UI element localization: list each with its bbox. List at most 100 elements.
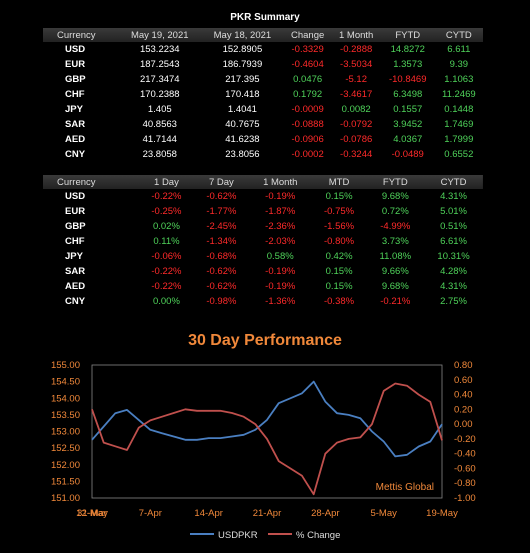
value-cell: 6.611	[447, 44, 471, 55]
currency-cell: EUR	[65, 59, 86, 70]
value-cell: 4.28%	[440, 266, 467, 277]
value-cell: 9.66%	[381, 266, 409, 277]
value-cell: -2.03%	[265, 236, 296, 247]
y-right-tick-label: 0.60	[454, 375, 473, 386]
table-row: CHF 170.2388 170.418 0.1792 -3.4617 6.3498 11.…	[43, 87, 483, 102]
currency-cell: USD	[65, 44, 86, 55]
value-cell: -0.80%	[323, 236, 355, 247]
y-left-tick-label: 153.50	[51, 410, 80, 421]
value-cell: 0.72%	[381, 206, 409, 217]
value-cell: 0.0082	[341, 104, 371, 115]
x-tick-label: 14-Apr	[194, 508, 223, 519]
value-cell: -3.5034	[340, 59, 373, 70]
value-cell: 217.3474	[139, 74, 180, 85]
value-cell: 11.08%	[379, 251, 412, 262]
value-cell: -0.19%	[265, 266, 296, 277]
value-cell: 1.4041	[227, 104, 257, 115]
value-cell: 0.00%	[152, 296, 180, 307]
value-cell: -3.4617	[340, 89, 373, 100]
value-cell: -0.22%	[151, 266, 182, 277]
y-right-tick-label: -0.80	[454, 478, 476, 489]
value-cell: 0.58%	[266, 251, 294, 262]
value-cell: -0.19%	[265, 281, 296, 292]
value-cell: 9.68%	[381, 191, 409, 202]
returns-table-header-cell: MTD	[328, 176, 350, 188]
value-cell: 0.1557	[393, 104, 423, 115]
table-row: JPY 1.405 1.4041 -0.0009 0.0082 0.1557 0.1448	[43, 102, 483, 117]
table-row: EUR 187.2543 186.7939 -0.4604 -3.5034 1.3573 9…	[43, 57, 483, 72]
value-cell: -0.3244	[340, 149, 373, 160]
value-cell: 0.6552	[444, 149, 474, 160]
currency-cell: CNY	[65, 296, 86, 307]
value-cell: 9.39	[449, 59, 469, 70]
value-cell: 41.6238	[225, 134, 260, 145]
y-right-tick-label: -0.20	[454, 434, 476, 445]
value-cell: 40.7675	[225, 119, 260, 130]
value-cell: -0.0786	[340, 134, 373, 145]
value-cell: -0.0792	[340, 119, 373, 130]
value-cell: -0.2888	[340, 44, 373, 55]
table-row: CNY 23.8058 23.8056 -0.0002 -0.3244 -0.0489 0.…	[43, 147, 483, 162]
value-cell: 40.8563	[142, 119, 177, 130]
x-tick-label: 31-Mar	[77, 508, 107, 519]
value-cell: -1.34%	[206, 236, 237, 247]
y-right-tick-label: 0.80	[454, 360, 473, 371]
currency-cell: GBP	[65, 221, 86, 232]
table-row: SAR 40.8563 40.7675 -0.0888 -0.0792 3.9452 1.7…	[43, 117, 483, 132]
value-cell: 0.0476	[293, 74, 323, 85]
y-right-tick-label: -0.40	[454, 449, 476, 460]
value-cell: -0.06%	[151, 251, 182, 262]
returns-table-header-cell: FYTD	[382, 176, 408, 188]
value-cell: 1.1063	[444, 74, 474, 85]
value-cell: 3.9452	[393, 119, 423, 130]
currency-cell: CHF	[65, 89, 85, 100]
watermark: Mettis Global	[376, 482, 434, 493]
currency-cell: SAR	[65, 266, 86, 277]
table-row: EUR -0.25% -1.77% -1.87% -0.75% 0.72% 5.01%	[43, 204, 483, 219]
value-cell: -0.98%	[206, 296, 237, 307]
value-cell: -0.0489	[391, 149, 424, 160]
value-cell: -0.4604	[291, 59, 324, 70]
value-cell: -0.62%	[206, 266, 237, 277]
table-row: SAR -0.22% -0.62% -0.19% 0.15% 9.66% 4.28%	[43, 264, 483, 279]
y-right-tick-label: 0.40	[454, 390, 473, 401]
value-cell: 6.61%	[440, 236, 467, 247]
rates-table-header: Currency May 19, 2021 May 18, 2021 Change 1 …	[43, 28, 483, 42]
summary-title: PKR Summary	[230, 12, 300, 23]
value-cell: 217.395	[225, 74, 260, 85]
value-cell: 14.8272	[390, 44, 425, 55]
table-row: USD 153.2234 152.8905 -0.3329 -0.2888 14.8272…	[43, 42, 483, 57]
y-left-tick-label: 153.00	[51, 427, 80, 438]
plot-area	[91, 364, 443, 499]
x-tick-label: 19-May	[426, 508, 458, 519]
y-right-tick-label: 0.20	[454, 404, 473, 415]
returns-table-header-cell: Currency	[57, 176, 96, 188]
table-row: USD -0.22% -0.62% -0.19% 0.15% 9.68% 4.31%	[43, 189, 483, 204]
value-cell: 152.8905	[222, 44, 263, 55]
value-cell: 0.51%	[440, 221, 467, 232]
value-cell: 186.7939	[222, 59, 263, 70]
value-cell: -1.87%	[265, 206, 296, 217]
y-right-tick-label: 0.00	[454, 419, 473, 430]
chart-title: 30 Day Performance	[188, 332, 342, 349]
currency-cell: USD	[65, 191, 86, 202]
value-cell: -0.22%	[151, 281, 182, 292]
value-cell: 1.3573	[393, 59, 423, 70]
value-cell: -1.56%	[323, 221, 355, 232]
value-cell: -10.8469	[388, 74, 427, 85]
value-cell: 4.31%	[440, 281, 467, 292]
y-left-tick-label: 151.00	[51, 493, 80, 504]
value-cell: -0.3329	[291, 44, 324, 55]
table-row: AED 41.7144 41.6238 -0.0906 -0.0786 4.0367 1.7…	[43, 132, 483, 147]
value-cell: -5.12	[345, 74, 367, 85]
table-row: GBP 0.02% -2.45% -2.36% -1.56% -4.99% 0.51%	[43, 219, 483, 234]
value-cell: -1.36%	[265, 296, 296, 307]
x-tick-label: 5-May	[370, 508, 397, 519]
table-row: JPY -0.06% -0.68% 0.58% 0.42% 11.08% 10.31%	[43, 249, 483, 264]
value-cell: 23.8056	[225, 149, 260, 160]
value-cell: -0.0002	[291, 149, 324, 160]
value-cell: 10.31%	[437, 251, 470, 262]
rates-table-header-cell: Change	[291, 29, 325, 41]
table-row: AED -0.22% -0.62% -0.19% 0.15% 9.68% 4.31%	[43, 279, 483, 294]
